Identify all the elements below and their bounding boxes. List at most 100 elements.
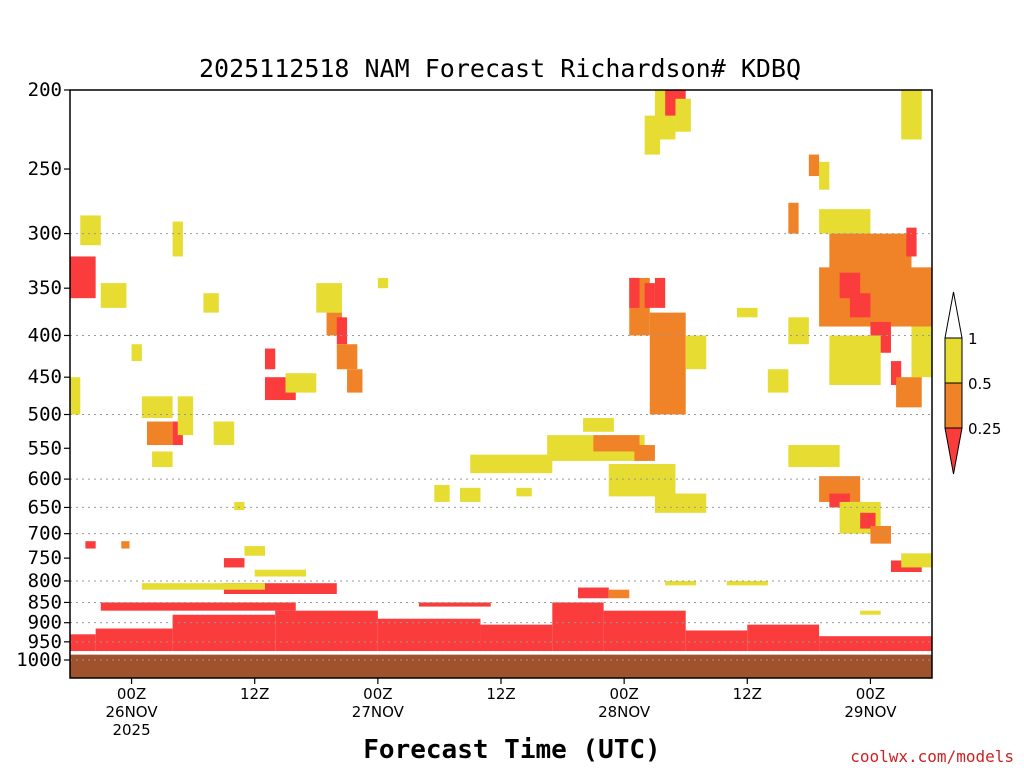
colorbar-top-triangle <box>944 291 963 339</box>
ri-region-high <box>316 283 342 313</box>
y-tick-label: 400 <box>28 324 62 346</box>
ri-region-low <box>747 624 820 652</box>
x-tick-label: 00Z <box>609 685 638 703</box>
ri-region-high <box>131 344 142 362</box>
y-tick-label: 450 <box>28 366 62 388</box>
ri-region-mid <box>593 435 640 452</box>
x-tick-label: 00Z <box>117 685 146 703</box>
ri-region-high <box>767 369 789 393</box>
colorbar: 1 0.5 0.25 <box>944 291 1001 475</box>
ri-region-mid <box>608 589 630 599</box>
ri-region-low <box>85 541 96 549</box>
ri-region-low <box>100 602 296 611</box>
colorbar-label-1: 1 <box>968 330 978 348</box>
ri-region-high <box>459 487 481 502</box>
x-tick-label: 28NOV <box>598 703 651 721</box>
ri-region-high <box>470 454 553 474</box>
colorbar-bin-low <box>944 427 963 475</box>
y-tick-label: 500 <box>28 404 62 426</box>
ri-region-high <box>819 209 871 234</box>
ri-region-low <box>577 587 609 599</box>
ri-region-high <box>172 221 183 257</box>
ri-region-mid <box>808 154 820 177</box>
y-tick-label: 750 <box>28 547 62 569</box>
colorbar-bin-high <box>944 337 963 384</box>
y-tick-label: 200 <box>28 79 62 101</box>
y-tick-label: 250 <box>28 158 62 180</box>
ri-region-low <box>95 628 173 652</box>
ri-region-high <box>141 396 173 419</box>
y-tick-label: 850 <box>28 591 62 613</box>
ri-region-mid <box>649 312 686 415</box>
ri-region-high <box>737 307 758 318</box>
ground-surface <box>70 654 932 678</box>
ri-region-low <box>172 614 276 652</box>
ri-region-high <box>654 493 707 513</box>
x-tick-label: 26NOV <box>106 703 159 721</box>
ri-region-high <box>213 421 235 446</box>
ri-region-high <box>911 326 932 378</box>
ri-region-high <box>141 583 265 590</box>
ri-region-low <box>860 512 876 529</box>
ri-region-high <box>285 373 317 393</box>
ri-region-mid <box>347 369 363 393</box>
x-tick-label: 29NOV <box>844 703 897 721</box>
y-tick-label: 300 <box>28 223 62 245</box>
y-tick-label: 650 <box>28 496 62 518</box>
ri-region-mid <box>819 267 932 327</box>
ri-region-high <box>80 215 101 246</box>
ri-region-high <box>675 98 691 132</box>
x-tick-label: 12Z <box>733 685 762 703</box>
ri-region-mid <box>634 445 655 461</box>
colorbar-label-0-5: 0.5 <box>968 375 992 393</box>
ri-region-low <box>890 361 902 385</box>
ri-region-high <box>203 293 219 313</box>
ri-region-low <box>418 602 491 607</box>
x-tick-label: 2025 <box>112 721 150 739</box>
ri-region-mid <box>146 421 173 446</box>
y-tick-label: 800 <box>28 570 62 592</box>
ri-region-mid <box>336 344 358 370</box>
ri-region-low <box>70 634 96 652</box>
ri-region-high <box>608 464 676 497</box>
ri-region-high <box>377 277 389 289</box>
ri-region-high <box>70 377 81 415</box>
ri-region-low <box>377 618 481 652</box>
ri-region-high <box>788 445 840 468</box>
ri-region-high <box>901 90 922 140</box>
x-tick-label: 27NOV <box>352 703 405 721</box>
x-tick-label: 00Z <box>363 685 392 703</box>
ri-region-high <box>234 501 245 511</box>
ri-region-low <box>629 277 640 308</box>
colorbar-bin-mid <box>944 382 963 429</box>
ri-region-high <box>665 580 696 586</box>
x-tick-label: 12Z <box>240 685 269 703</box>
ri-region-low <box>552 602 604 652</box>
x-axis-label: Forecast Time (UTC) <box>363 735 660 765</box>
ri-region-high <box>434 484 450 502</box>
ri-region-high <box>788 317 809 345</box>
ri-region-low <box>275 610 378 652</box>
x-tick-label: 12Z <box>486 685 515 703</box>
ri-region-high <box>644 115 661 155</box>
y-tick-label: 700 <box>28 523 62 545</box>
plot-frame <box>69 89 933 679</box>
ri-region-low <box>603 610 686 652</box>
ri-region-low <box>819 636 932 652</box>
ri-region-low <box>654 277 666 308</box>
ri-region-low <box>906 227 917 257</box>
plot-area <box>70 90 932 678</box>
y-tick-label: 550 <box>28 437 62 459</box>
ri-region-high <box>819 161 830 190</box>
credit-text: coolwx.com/models <box>850 747 1014 766</box>
ri-region-high <box>829 361 840 385</box>
ri-region-mid <box>121 541 130 549</box>
ri-region-high <box>244 546 265 556</box>
ri-region-mid <box>896 377 922 408</box>
ri-region-high <box>685 335 707 370</box>
ri-region-low <box>644 283 655 308</box>
y-tick-label: 950 <box>28 631 62 653</box>
ri-region-high <box>152 451 173 468</box>
ri-region-low <box>849 293 871 318</box>
